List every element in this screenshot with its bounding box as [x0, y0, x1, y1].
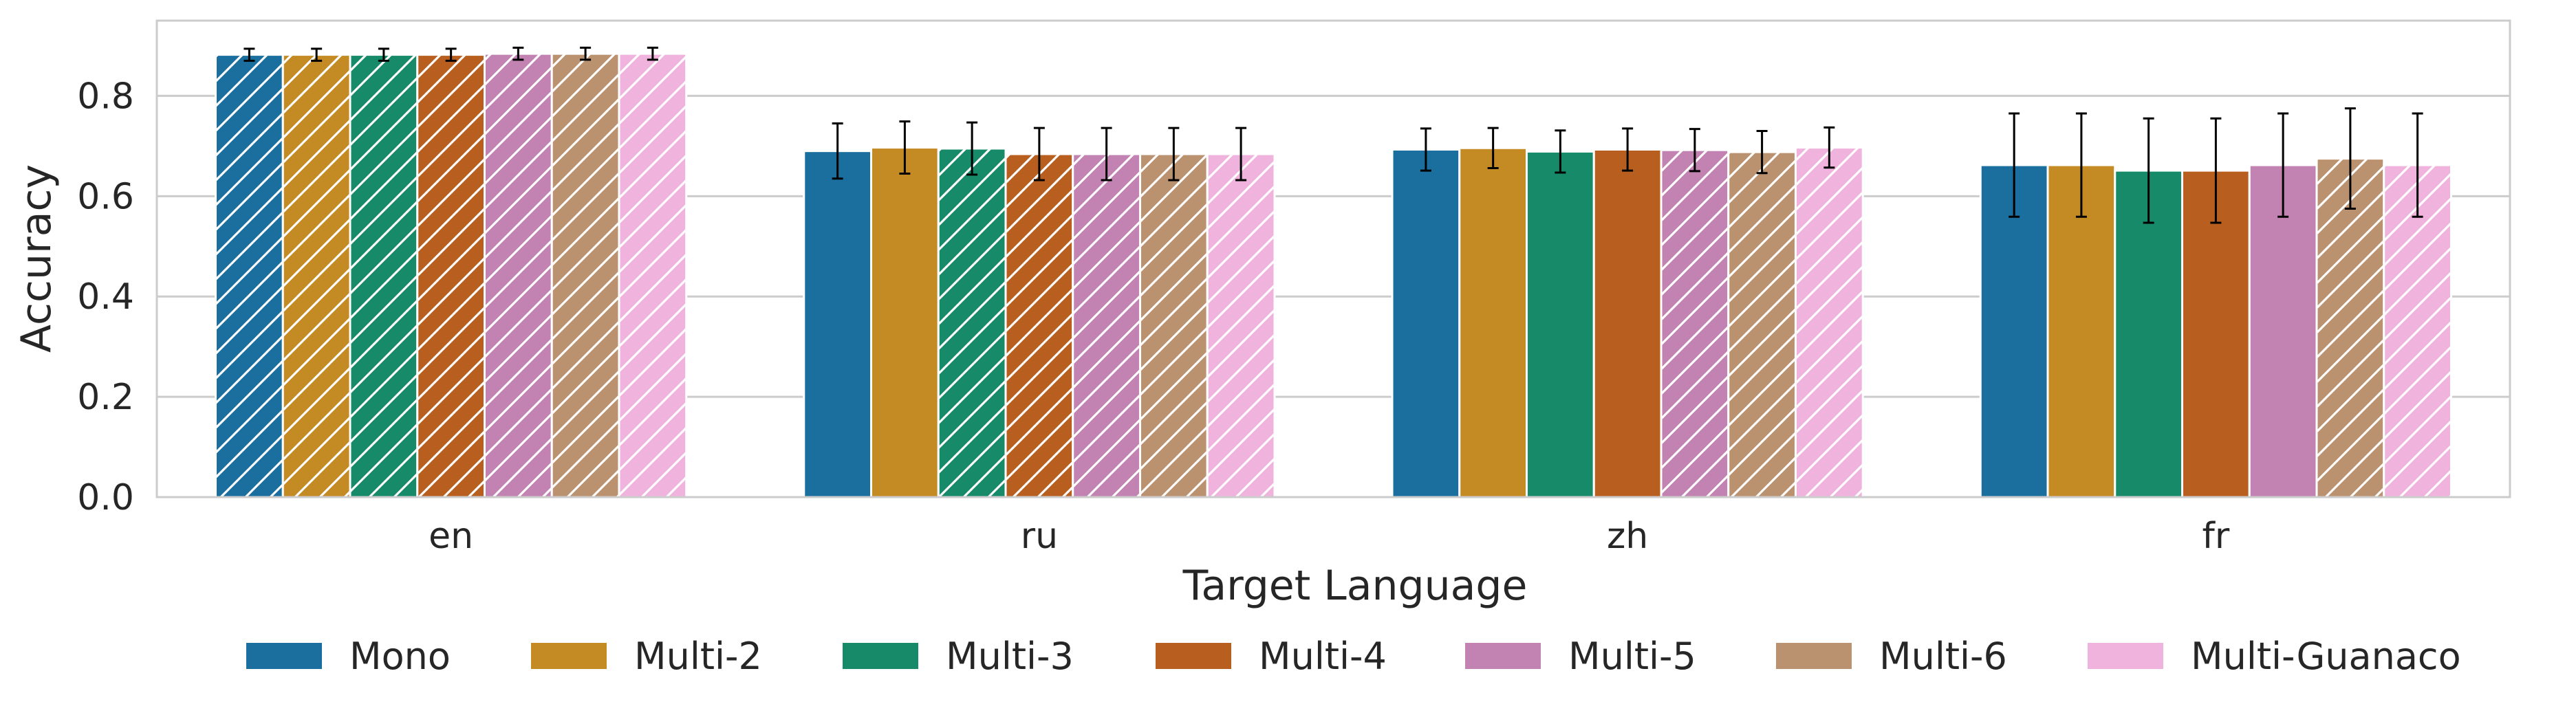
legend-swatch	[843, 643, 918, 669]
x-tick-label: en	[429, 516, 473, 557]
y-axis-title: Accuracy	[12, 164, 61, 353]
error-bar	[1756, 129, 1768, 175]
error-bar	[2210, 117, 2222, 224]
error-bar	[445, 47, 457, 62]
bar-hatch	[283, 54, 351, 498]
bar-hatch	[1140, 154, 1208, 498]
bar-hatch	[2316, 158, 2384, 497]
y-tick-label: 0.8	[77, 76, 134, 117]
error-bar	[1622, 127, 1634, 172]
legend-swatch	[1465, 643, 1541, 669]
legend-swatch	[246, 643, 322, 669]
error-bar	[1487, 127, 1499, 169]
error-bar	[966, 121, 978, 176]
legend-label: Multi-2	[634, 635, 762, 678]
bar	[1391, 148, 1461, 498]
error-bar	[580, 46, 592, 61]
error-bar	[1420, 127, 1431, 172]
bar-hatch	[1072, 154, 1140, 498]
error-bar	[512, 46, 524, 61]
bar-hatch	[1660, 150, 1729, 497]
bar-hatch	[1728, 152, 1796, 497]
error-bar	[1033, 127, 1045, 182]
legend-swatch	[1156, 643, 1231, 669]
error-bar	[311, 47, 323, 62]
bar-hatch	[215, 54, 283, 498]
legend-label: Multi-4	[1259, 635, 1387, 678]
error-bar	[2075, 112, 2087, 218]
error-bar	[2009, 112, 2020, 218]
y-tick-label: 0.4	[77, 276, 134, 318]
legend-label: Mono	[349, 635, 451, 678]
bars	[215, 52, 2452, 498]
bar	[1526, 150, 1595, 498]
error-bar	[832, 122, 843, 180]
error-bar	[378, 47, 389, 62]
error-bar	[243, 47, 255, 62]
error-bar	[1689, 128, 1700, 173]
legend: Mono Multi-2 Multi-3 Multi-4 Multi-5 Multi-6 M…	[246, 635, 2461, 678]
error-bar	[1101, 127, 1112, 182]
legend-swatch	[2088, 643, 2163, 669]
error-bar	[1168, 127, 1180, 182]
bar-hatch	[2383, 165, 2451, 497]
bar-hatch	[1006, 154, 1073, 498]
y-tick-label: 0.6	[77, 176, 134, 217]
y-tick-label: 0.0	[77, 477, 134, 518]
bar	[803, 150, 873, 498]
bar-hatch	[938, 149, 1006, 497]
bar	[870, 146, 940, 498]
legend-label: Multi-6	[1879, 635, 2007, 678]
error-bar	[2277, 112, 2289, 218]
x-tick-label: zh	[1607, 516, 1648, 557]
error-bar	[1823, 126, 1835, 169]
bar-hatch	[1795, 147, 1863, 498]
legend-label: Multi-Guanaco	[2191, 635, 2461, 678]
bar-hatch	[350, 54, 418, 498]
x-tick-label: fr	[2202, 516, 2230, 557]
error-bar	[899, 120, 911, 175]
bar-hatch	[618, 54, 686, 497]
legend-swatch	[531, 643, 607, 669]
legend-label: Multi-5	[1568, 635, 1696, 678]
error-bar	[647, 46, 658, 61]
error-bar	[1235, 127, 1247, 182]
bar	[2248, 164, 2318, 498]
bar	[1592, 148, 1663, 498]
bar-hatch	[417, 54, 485, 498]
legend-swatch	[1776, 643, 1852, 669]
bar	[1458, 146, 1528, 498]
legend-label: Multi-3	[946, 635, 1074, 678]
error-bar	[2344, 107, 2356, 210]
error-bar	[2143, 117, 2154, 224]
x-tick-labels: en ru zh fr	[429, 516, 2230, 557]
error-bars	[243, 46, 2423, 224]
x-tick-label: ru	[1021, 516, 1058, 557]
error-bar	[2412, 112, 2423, 218]
error-bar	[1555, 129, 1566, 174]
bar-hatch	[1207, 154, 1275, 498]
bar-hatch	[484, 54, 552, 497]
y-tick-labels: 0.0 0.2 0.4 0.6 0.8	[77, 76, 134, 518]
bar-hatch	[552, 54, 619, 497]
plot-frame	[155, 19, 2511, 498]
x-axis-title: Target Language	[1182, 562, 1528, 610]
y-tick-label: 0.2	[77, 377, 134, 418]
